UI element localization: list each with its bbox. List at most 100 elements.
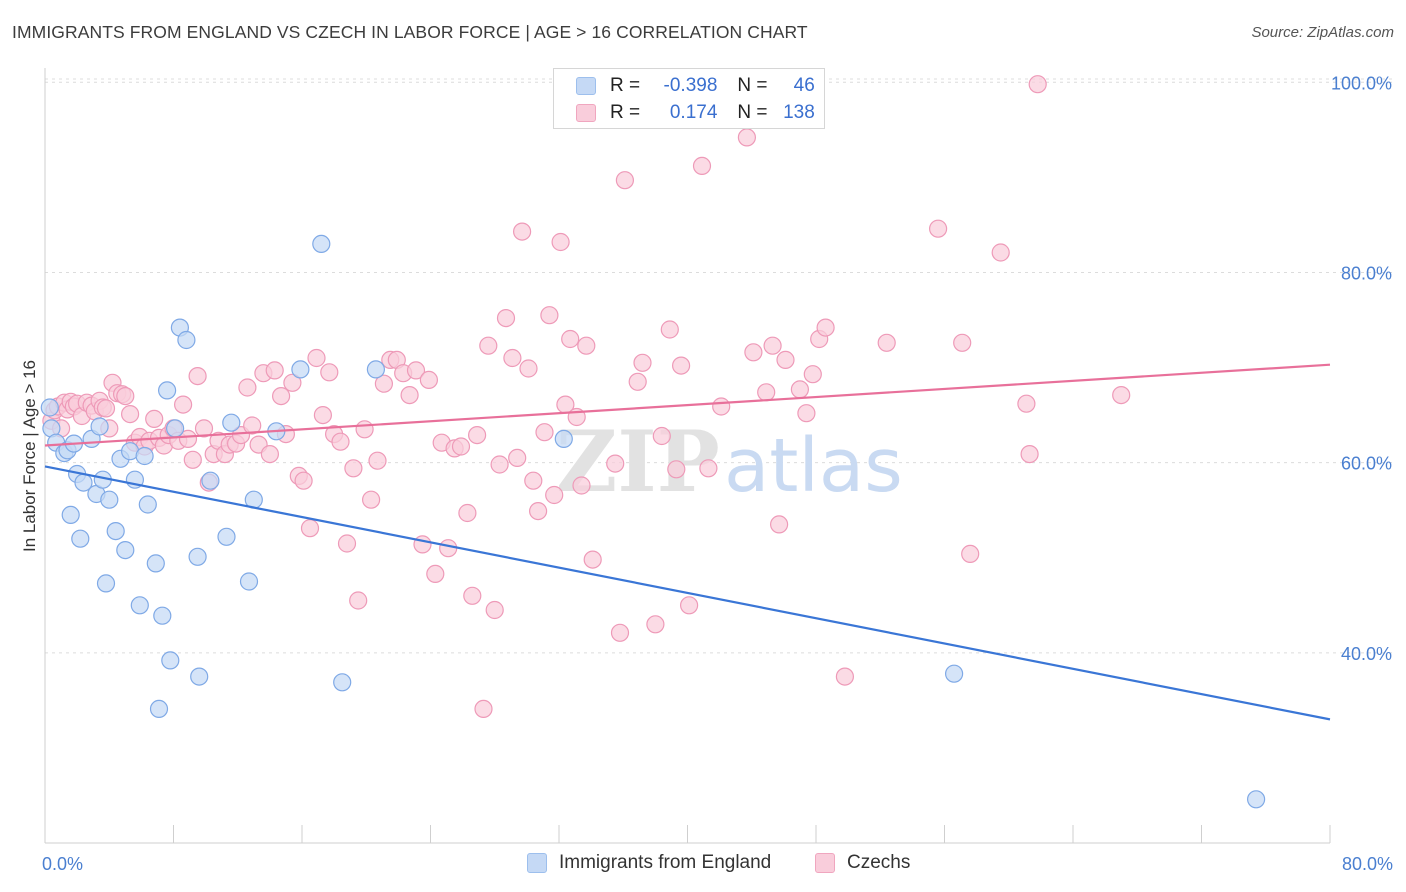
- czechs-point: [667, 460, 686, 479]
- legend-n-value: 138: [783, 102, 815, 123]
- czechs-point: [776, 350, 795, 369]
- czechs-point: [413, 535, 432, 554]
- series-czechs-points: [42, 75, 1131, 719]
- czechs-point: [320, 363, 339, 382]
- england-point: [333, 673, 352, 692]
- czechs-point: [633, 353, 652, 372]
- czechs-point: [307, 348, 326, 368]
- england-point: [153, 606, 172, 625]
- czechs-point: [260, 445, 279, 464]
- czechs-point: [512, 222, 532, 241]
- czechs-point: [355, 420, 374, 439]
- czechs-point: [519, 359, 538, 378]
- series-legend: Immigrants from England Czechs: [0, 850, 1406, 880]
- england-point: [96, 574, 116, 593]
- czechs-point: [183, 450, 202, 469]
- czechs-point: [561, 329, 580, 349]
- czechs-point: [194, 419, 214, 438]
- england-point: [138, 495, 157, 514]
- legend-n-label: N =: [737, 102, 768, 123]
- czechs-point: [528, 502, 548, 521]
- england-point: [190, 667, 209, 686]
- czechs-point: [178, 429, 198, 448]
- england-point: [366, 360, 385, 379]
- watermark-atlas: atlas: [724, 423, 903, 509]
- czechs-point: [508, 448, 527, 467]
- czechs-point: [344, 459, 363, 478]
- czechs-point: [961, 544, 980, 564]
- england-point: [135, 446, 154, 466]
- czechs-point: [300, 519, 320, 538]
- czechs-point: [283, 373, 302, 392]
- y-tick-label: 100.0%: [1331, 73, 1392, 93]
- czechs-point: [671, 356, 691, 375]
- czechs-point: [692, 156, 712, 175]
- england-point: [100, 490, 119, 509]
- england-point: [554, 429, 573, 448]
- czechs-point: [816, 318, 835, 337]
- czechs-point: [545, 485, 564, 505]
- england-point: [1246, 790, 1266, 809]
- czechs-point: [615, 171, 635, 190]
- legend-r-label: R =: [610, 102, 641, 123]
- correlation-legend: R = -0.398 N = 46 R = 0.174 N = 138: [553, 68, 825, 129]
- series-legend-england[interactable]: Immigrants from England: [527, 852, 771, 874]
- series-swatch-czechs: [815, 853, 835, 873]
- trend-line-england: [44, 465, 1331, 721]
- czechs-point: [606, 454, 625, 473]
- england-point: [239, 572, 259, 591]
- czechs-point: [294, 471, 313, 490]
- england-point: [188, 547, 207, 566]
- czechs-point: [238, 378, 257, 397]
- data-points: [40, 75, 1266, 809]
- series-swatch-england: [527, 853, 547, 873]
- legend-row-czechs: R = 0.174 N = 138: [576, 101, 815, 125]
- czechs-point: [524, 471, 543, 490]
- czechs-point: [540, 306, 559, 325]
- czechs-point: [458, 503, 477, 523]
- czechs-point: [419, 370, 438, 389]
- axes: [44, 68, 1331, 844]
- czechs-point: [490, 455, 509, 474]
- czechs-point: [496, 309, 516, 328]
- series-label-england: Immigrants from England: [559, 852, 772, 873]
- czechs-point: [451, 437, 471, 456]
- england-point: [158, 381, 177, 400]
- england-point: [116, 540, 135, 560]
- x-tick-label-max: 80.0%: [1342, 854, 1393, 874]
- series-legend-czechs[interactable]: Czechs: [815, 852, 910, 874]
- czechs-point: [1112, 386, 1131, 405]
- czechs-point: [763, 336, 782, 355]
- czechs-point: [243, 416, 262, 435]
- czechs-point: [953, 333, 972, 352]
- czechs-point: [468, 426, 487, 445]
- czechs-point: [583, 550, 602, 569]
- england-point: [291, 360, 310, 379]
- czechs-point: [628, 372, 647, 391]
- england-point: [71, 529, 90, 548]
- legend-r-value: 0.174: [669, 102, 718, 123]
- y-tick-label: 60.0%: [1341, 454, 1392, 474]
- legend-r-label: R =: [610, 75, 641, 96]
- y-tick-label: 80.0%: [1341, 263, 1392, 283]
- legend-swatch-england: [576, 77, 596, 95]
- czechs-point: [699, 459, 718, 478]
- england-point: [312, 234, 331, 253]
- czechs-point: [349, 591, 368, 610]
- series-label-czechs: Czechs: [847, 852, 911, 873]
- czechs-point: [331, 432, 350, 451]
- czechs-point: [116, 387, 135, 406]
- czechs-point: [272, 387, 291, 406]
- czechs-point: [362, 490, 381, 509]
- czechs-point: [803, 365, 822, 384]
- legend-swatch-czechs: [576, 104, 596, 122]
- czechs-point: [551, 232, 570, 252]
- trend-line-czechs: [44, 363, 1331, 447]
- czechs-point: [660, 320, 679, 339]
- czechs-point: [769, 515, 789, 534]
- czechs-point: [1017, 394, 1036, 413]
- czechs-point: [877, 333, 896, 352]
- czechs-point: [145, 409, 164, 428]
- tick-labels: 40.0% 60.0% 80.0% 100.0% 0.0% 80.0%: [42, 73, 1393, 874]
